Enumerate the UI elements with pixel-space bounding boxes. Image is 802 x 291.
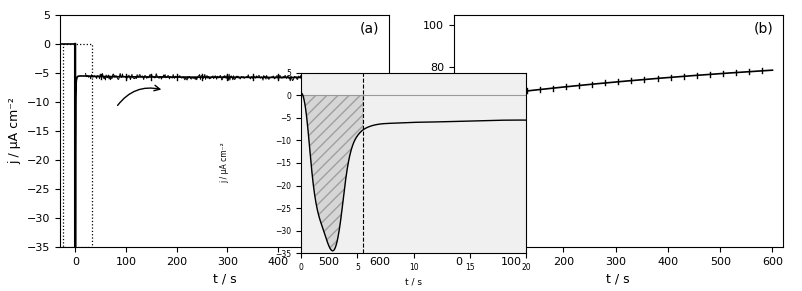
X-axis label: t / s: t / s bbox=[404, 277, 422, 286]
Y-axis label: j / μA cm⁻²: j / μA cm⁻² bbox=[9, 97, 22, 164]
Y-axis label: j / μA cm⁻²: j / μA cm⁻² bbox=[220, 143, 229, 183]
Text: (b): (b) bbox=[752, 22, 772, 36]
X-axis label: t / s: t / s bbox=[213, 273, 237, 286]
X-axis label: t / s: t / s bbox=[606, 273, 630, 286]
Y-axis label: Δm / ng cm⁻²: Δm / ng cm⁻² bbox=[404, 89, 417, 173]
Text: (a): (a) bbox=[359, 22, 379, 36]
